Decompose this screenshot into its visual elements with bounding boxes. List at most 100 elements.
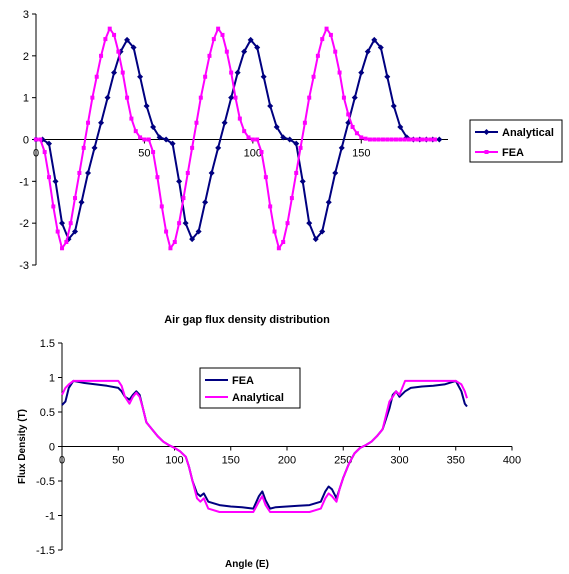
point-fea xyxy=(389,137,394,142)
point-fea xyxy=(402,137,407,142)
point-fea xyxy=(155,175,160,180)
point-analytical xyxy=(254,44,261,51)
point-fea xyxy=(220,32,225,37)
point-fea xyxy=(294,170,299,175)
point-fea xyxy=(246,135,251,140)
point-fea xyxy=(224,49,229,54)
point-fea xyxy=(68,221,73,226)
point-fea xyxy=(263,175,268,180)
point-fea xyxy=(255,137,260,142)
x-tick-label: 350 xyxy=(447,455,465,467)
point-fea xyxy=(259,150,264,155)
point-fea xyxy=(38,137,43,142)
point-fea xyxy=(99,53,104,58)
point-fea xyxy=(328,32,333,37)
point-analytical xyxy=(176,178,183,185)
point-fea xyxy=(363,136,368,141)
point-analytical xyxy=(390,103,397,110)
point-fea xyxy=(185,170,190,175)
point-fea xyxy=(211,37,216,42)
point-analytical xyxy=(325,199,332,206)
point-fea xyxy=(307,95,312,100)
point-fea xyxy=(276,246,281,251)
point-analytical xyxy=(312,236,319,243)
point-fea xyxy=(315,53,320,58)
point-fea xyxy=(51,204,56,209)
point-analytical xyxy=(202,199,209,206)
point-analytical xyxy=(384,73,391,80)
legend-marker xyxy=(484,150,489,154)
point-fea xyxy=(350,124,355,129)
point-fea xyxy=(203,74,208,79)
point-fea xyxy=(146,137,151,142)
point-analytical xyxy=(195,228,202,235)
y-tick-label: -2 xyxy=(19,218,29,230)
point-fea xyxy=(42,150,47,155)
point-fea xyxy=(393,137,398,142)
point-fea xyxy=(73,196,78,201)
point-analytical xyxy=(338,144,345,151)
point-analytical xyxy=(371,36,378,43)
point-analytical xyxy=(130,44,137,51)
point-analytical xyxy=(91,144,98,151)
point-fea xyxy=(229,70,234,75)
point-fea xyxy=(34,137,38,142)
point-fea xyxy=(354,131,359,136)
x-tick-label: 250 xyxy=(334,455,352,467)
x-tick-label: 100 xyxy=(244,148,262,160)
y-axis-title: Flux Density (T) xyxy=(17,409,28,484)
point-fea xyxy=(194,120,199,125)
point-fea xyxy=(190,145,195,150)
point-analytical xyxy=(267,103,274,110)
point-analytical xyxy=(293,140,300,147)
x-tick-label: 50 xyxy=(138,148,150,160)
point-fea xyxy=(298,145,303,150)
legend: Analytical FEA xyxy=(469,119,563,163)
point-fea xyxy=(125,95,130,100)
point-analytical xyxy=(156,134,163,141)
point-fea xyxy=(320,37,325,42)
y-tick-label: 1 xyxy=(49,373,55,385)
point-fea xyxy=(151,150,156,155)
point-fea xyxy=(237,116,242,121)
point-analytical xyxy=(169,140,176,147)
point-fea xyxy=(415,137,420,142)
point-analytical xyxy=(397,123,404,130)
point-analytical xyxy=(163,136,170,143)
point-fea xyxy=(289,196,294,201)
point-fea xyxy=(47,175,52,180)
point-fea xyxy=(64,239,69,244)
point-fea xyxy=(60,246,65,251)
point-fea xyxy=(281,239,286,244)
y-tick-label: 0.5 xyxy=(40,407,55,419)
point-analytical xyxy=(52,178,59,185)
point-analytical xyxy=(78,199,85,206)
point-fea xyxy=(216,26,221,31)
x-tick-label: 50 xyxy=(112,455,124,467)
point-fea xyxy=(406,137,411,142)
point-fea xyxy=(411,137,416,142)
point-fea xyxy=(285,221,290,226)
y-tick-label: -1 xyxy=(19,176,29,188)
y-tick-label: 0 xyxy=(49,442,55,454)
point-fea xyxy=(77,170,82,175)
point-analytical xyxy=(221,119,228,126)
point-analytical xyxy=(98,119,105,126)
point-fea xyxy=(432,137,437,142)
point-fea xyxy=(129,116,134,121)
point-analytical xyxy=(228,94,235,101)
y-tick-label: 1.5 xyxy=(40,338,55,350)
chart-top-waveform: -3 -2 -1 0 1 2 3 0 50 100 150 Analytical FEA xyxy=(19,9,563,272)
point-fea xyxy=(333,49,338,54)
point-analytical xyxy=(46,140,53,147)
point-fea xyxy=(324,26,329,31)
point-analytical xyxy=(358,69,365,76)
point-fea xyxy=(181,196,186,201)
chart-air-gap-flux-density: -1.5 -1 -0.5 0 0.5 1 1.5 0 50 100 150 200 250 300 350 4… xyxy=(17,314,521,570)
x-tick-label: 400 xyxy=(503,455,521,467)
legend: FEA Analytical xyxy=(199,367,301,409)
legend-marker xyxy=(483,129,490,135)
point-fea xyxy=(311,74,316,79)
legend-box xyxy=(199,367,301,409)
point-fea xyxy=(242,129,247,134)
